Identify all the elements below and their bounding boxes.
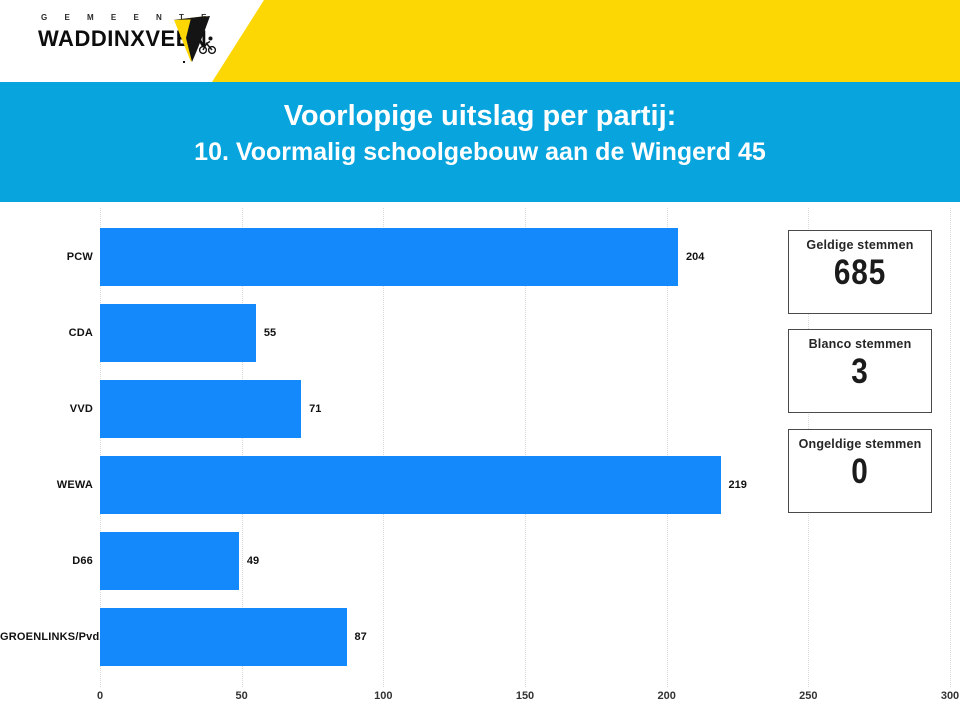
value-label: 219 [728, 479, 747, 491]
summary-box-value: 3 [851, 352, 869, 391]
logo-gemeente-text: G E M E E N T E [41, 13, 214, 22]
slide-header: G E M E E N T E WADDINXVEEN [0, 0, 960, 82]
category-label: D66 [72, 555, 93, 567]
bar [100, 456, 721, 514]
value-label: 49 [246, 555, 260, 567]
bar [100, 608, 347, 666]
category-label: PCW [66, 251, 93, 263]
category-label: VVD [69, 403, 93, 415]
x-gridline [525, 208, 526, 687]
summary-box-ongeldige-stemmen: Ongeldige stemmen 0 [788, 429, 932, 513]
summary-box-label: Blanco stemmen [808, 337, 912, 351]
logo-dot [183, 61, 185, 63]
x-tick-label: 50 [235, 690, 248, 702]
category-label: CDA [68, 327, 93, 339]
x-gridline [100, 208, 101, 687]
bar-chart: PCW 204 CDA 55 VVD 71 WEWA 219 D66 49 GROENLINKS/P… [0, 202, 960, 720]
chart-row: WEWA 219 [0, 456, 960, 514]
x-gridline [666, 208, 668, 687]
chart-row: VVD 71 [0, 380, 960, 438]
summary-box-geldige-stemmen: Geldige stemmen 685 [788, 230, 932, 314]
category-label: WEWA [56, 479, 93, 491]
x-tick-label: 100 [374, 690, 393, 702]
bar [100, 532, 239, 590]
value-label: 71 [309, 403, 322, 415]
chart-row: GROENLINKS/PvdA 87 [0, 608, 960, 666]
x-gridline [383, 208, 385, 687]
summary-box-value: 0 [851, 452, 869, 491]
slide-title-band: Voorlopige uitslag per partij: 10. Voorm… [0, 82, 960, 202]
x-tick-label: 300 [940, 690, 960, 702]
page-subtitle: 10. Voormalig schoolgebouw aan de Winger… [194, 138, 766, 166]
chart-row: D66 49 [0, 532, 960, 590]
summary-box-label: Ongeldige stemmen [798, 437, 922, 451]
page-title: Voorlopige uitslag per partij: [283, 100, 677, 132]
header-yellow-diagonal [212, 0, 960, 82]
value-label: 204 [686, 251, 705, 263]
chart-rows: PCW 204 CDA 55 VVD 71 WEWA 219 D66 49 GROENLINKS/P… [0, 228, 960, 684]
x-tick-label: 0 [96, 690, 104, 702]
summary-box-value: 685 [833, 253, 887, 292]
x-tick-label: 150 [515, 690, 535, 702]
bar [100, 304, 256, 362]
summary-box-blanco-stemmen: Blanco stemmen 3 [788, 329, 932, 413]
value-label: 87 [354, 631, 367, 643]
summary-box-label: Geldige stemmen [806, 238, 914, 252]
chart-row: PCW 204 [0, 228, 960, 286]
bar [100, 228, 678, 286]
x-gridline [950, 208, 951, 687]
x-tick-label: 200 [657, 690, 676, 702]
x-gridline [241, 208, 243, 687]
bar [100, 380, 302, 438]
logo-mark-icon [173, 16, 217, 62]
category-label: GROENLINKS/PvdA [0, 631, 108, 643]
x-tick-label: 250 [799, 690, 818, 702]
value-label: 55 [263, 327, 277, 339]
chart-row: CDA 55 [0, 304, 960, 362]
